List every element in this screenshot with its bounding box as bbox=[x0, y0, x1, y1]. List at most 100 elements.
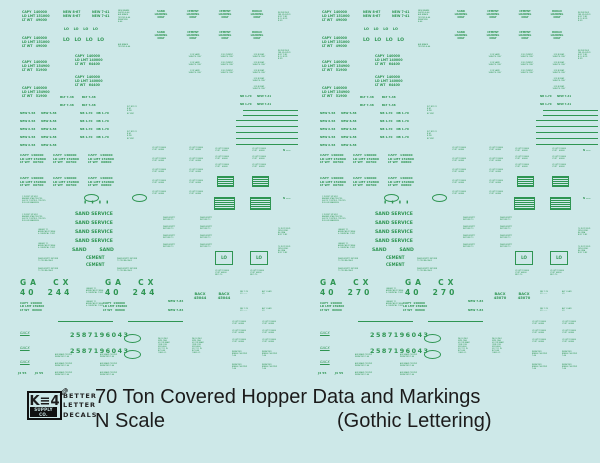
decal-block: LD LMT 159800 LT WT 60800 bbox=[452, 147, 467, 152]
decal-block: CAPY 140000 LD LMT 159800 LT WT 60700 bbox=[353, 176, 379, 188]
decal-block: LD LMT 159800 LT WT 60800 bbox=[215, 156, 230, 161]
decal-block: LD LMT 159800 LT WT 60800 NB 7-70 bbox=[515, 270, 530, 277]
decal-block: WE 93 WLD SMVL DEA HI COM BEAM CWR 223E … bbox=[192, 338, 204, 354]
decal-block: LD LMT 159800 LT WT 60800 bbox=[232, 321, 247, 326]
brand-line: DECALS bbox=[63, 410, 98, 419]
decal-block: WHEN EMPTY RETURN TO bbox=[163, 235, 176, 240]
decal-block: FOR BORAX SERVICE ONLY bbox=[552, 70, 566, 75]
decal-block: LEASED TO AMERICAN POTASH & CHEMICAL COR… bbox=[386, 288, 404, 295]
decal-block: FOR BORAX SERVICE ONLY bbox=[552, 62, 566, 67]
herald-oval bbox=[384, 194, 399, 202]
decal-block: LEASED TO AMERICAN POTASH & CHEMICAL COR… bbox=[338, 243, 356, 250]
decal-block: N —— bbox=[283, 149, 291, 152]
decal-block: AIR BRAKE TESTED REPACKED 7-66 bbox=[55, 354, 73, 359]
decal-block: LD LMT 159800 LT WT 60800 bbox=[562, 321, 577, 326]
decal-block: LD LMT 159800 LT WT 60800 bbox=[489, 147, 504, 152]
decal-block: CAPY 140000 LD LMT 140000 LT WT 64400 bbox=[375, 75, 403, 87]
decal-block: NB 1-70 NB 1-70 bbox=[80, 135, 109, 139]
decal-block: NB 1-70 NB 1-70 bbox=[80, 111, 109, 115]
supply-co-banner: SUPPLY CO. bbox=[30, 407, 57, 417]
decal-block: FOR BORAX SERVICE ONLY bbox=[252, 78, 266, 83]
decal-block: NEW 6-58 NEW 6-58 bbox=[320, 143, 357, 147]
decal-block: AIR BRAKE TESTED REPACKED 7-66 bbox=[355, 372, 373, 377]
decal-block: LEASED TO AMERICAN POTASH & CHEMICAL COR… bbox=[386, 301, 404, 308]
decal-block: LD LMT 159800 LT WT 60800 bbox=[262, 321, 277, 326]
decal-block: CAPY 140000 LD LMT 159800 LT WT 80800 bbox=[403, 301, 428, 312]
brand-line: BETTER bbox=[63, 392, 97, 400]
decal-block: CEMENT LOADING ONLY bbox=[518, 10, 532, 19]
stencil-box bbox=[217, 176, 234, 187]
decal-block: WE 93 WLD SMVL DEA HI COM BEAM CWR 223E … bbox=[458, 338, 470, 354]
decal-block: WHEN EMPTY RETURN TO bbox=[200, 217, 213, 222]
herald-oval bbox=[84, 194, 99, 202]
decal-sheet-right-half: CAPY 140000 LD LMT 151000 LT WT 49000 CAP… bbox=[300, 0, 600, 380]
decal-block: WHEN EMPTY RETURN TO bbox=[500, 235, 513, 240]
decal-block: FOR SAND SERVICE ONLY bbox=[188, 70, 202, 75]
decal-block: BACX 45044 bbox=[193, 292, 207, 301]
decal-block: AIR BRAKE TESTED REPACKED 7-66 bbox=[55, 363, 73, 368]
decal-block: WHEN EMPTY RETURN TO TRONA CALIF bbox=[117, 268, 138, 273]
decal-block: FOR SAND SERVICE ONLY bbox=[488, 62, 502, 67]
decal-block: SAND SERVICE bbox=[75, 212, 113, 217]
decal-block: AIR BRAKE TESTED 4-66 bbox=[418, 44, 431, 49]
decal-block: CEMENT LOADING ONLY bbox=[218, 31, 232, 40]
decal-block: NB 7-70 LO —— bbox=[240, 308, 249, 313]
stripe-decal bbox=[236, 120, 298, 121]
decal-block: NEW 5-58 NEW 5-58 bbox=[320, 111, 357, 115]
decal-block: WHEN EMPTY RETURN TO TRONA CALIF bbox=[338, 258, 359, 263]
decal-block: BACX 45070 bbox=[517, 292, 531, 301]
decal-block: CAPY 140000 LD LMT 159800 LT WT 60700 bbox=[320, 176, 346, 188]
decal-block: LD LMT 159800 LT WT 60800 NB 7-70 bbox=[250, 270, 265, 277]
decal-block: NEW 7-84 bbox=[468, 299, 484, 303]
decal-block: CEMENT LOADING ONLY bbox=[518, 31, 532, 40]
decal-block: 70 W DY WLD DRS B WHL B4 GMA BOLT D BF bbox=[578, 246, 591, 255]
decal-block: 2587196043 bbox=[370, 331, 430, 339]
decal-block: NEW BRAKE SHOES 4-66 AIR BRAKE TESTED 4-… bbox=[118, 10, 131, 24]
brand-lines: BETTER LETTER DECALS bbox=[63, 392, 97, 420]
decal-block: WHEN EMPTY RETURN TO bbox=[163, 217, 176, 222]
decal-block: CAPY 140000 LD LMT 159800 LT WT 60700 bbox=[353, 153, 379, 165]
decal-block: GACX bbox=[320, 331, 330, 335]
decal-block: 40 270 bbox=[405, 288, 458, 297]
decal-block: NEW 8-67 NEW 8-67 bbox=[363, 10, 381, 18]
decal-block: AIR BRAKE TESTED REPACKED 7-66 bbox=[100, 363, 118, 368]
decal-block: NB 1-70 NB 1-70 bbox=[80, 127, 109, 131]
decal-block: FOR BORAX SERVICE ONLY bbox=[252, 86, 266, 91]
decal-block: IDT B1121 B 41 B PSI B7 WM bbox=[127, 106, 137, 115]
decal-block: REPACKED BRASS CHECKED 7-66 bbox=[532, 351, 548, 358]
decal-block: 70 W DY WLD DRS B WHL B4 GMA BOLT D BF bbox=[578, 228, 591, 237]
decal-block: NEW 8-58 NEW 8-58 bbox=[20, 119, 57, 123]
decal-block: WE 93 WLD SMVL DEA HI COM BEAM CWR 223E … bbox=[158, 338, 170, 354]
sheet-scale: N Scale bbox=[95, 410, 166, 432]
decal-block: NB 1-70 NEW 7-41 bbox=[540, 103, 572, 106]
decal-block: GACX bbox=[20, 331, 30, 335]
decal-block: WE 93 WLD SMVL DEA HI COM BEAM CWR 223E … bbox=[492, 338, 504, 354]
decal-block: BORAX LOADING ONLY bbox=[250, 10, 264, 19]
decal-block: CAPY 140000 LD LMT 159800 LT WT 80800 bbox=[320, 301, 345, 312]
decal-block: LO LO LO LO bbox=[363, 38, 405, 43]
decal-block: LD LMT 159800 LT WT 60800 bbox=[262, 339, 277, 344]
decal-block: BACX 45044 bbox=[217, 292, 231, 301]
decal-block: WHEN EMPTY RETURN TO bbox=[463, 244, 476, 249]
decal-block: FOR SAND SERVICE ONLY bbox=[188, 54, 202, 59]
decal-block: CEMENT bbox=[86, 255, 105, 260]
decal-block: WHEN EMPTY RETURN TO bbox=[463, 235, 476, 240]
decal-block: 1 IN WST EX WLD BARBER STAB TRUCKS SHOCK… bbox=[22, 214, 46, 223]
stripe-decal bbox=[543, 115, 598, 116]
decal-block: 70 W DY WLD DRS B WHL B4 GMA BOLT D BF bbox=[278, 228, 291, 237]
decal-block: CAPY 140000 LD LMT 151000 LT WT 49000 bbox=[22, 36, 50, 48]
decal-block: CAPY 140000 LD LMT 159800 LT WT 80800 bbox=[103, 301, 128, 312]
decal-block: N —— bbox=[283, 197, 291, 200]
decal-block: CEMENT bbox=[386, 262, 405, 267]
decal-block: 1 IN WST EX WLD BARBER STAB TRUCKS SHOCK… bbox=[322, 196, 346, 205]
decal-block: LD LMT 159800 LT WT 60800 bbox=[489, 180, 504, 185]
decal-block: LD LMT 159800 LT WT 60800 bbox=[252, 156, 267, 161]
decal-block: CAPY 140000 LD LMT 140000 LT WT 64400 bbox=[75, 75, 103, 87]
brand-line: LETTER bbox=[63, 401, 97, 410]
decal-block: LD LMT 159800 LT WT 60800 bbox=[189, 158, 204, 163]
decal-block: LO LO LO LO bbox=[63, 38, 105, 43]
decal-block: SAND SERVICE bbox=[375, 212, 413, 217]
decal-block: CAPY 140000 LD LMT 151000 LT WT 49000 bbox=[22, 10, 50, 22]
decal-block: REPACKED BRASS CHECKED 7-66 bbox=[562, 364, 578, 371]
decal-block: CAPY 140000 LD LMT 159800 LT WT 60700 bbox=[20, 176, 46, 188]
